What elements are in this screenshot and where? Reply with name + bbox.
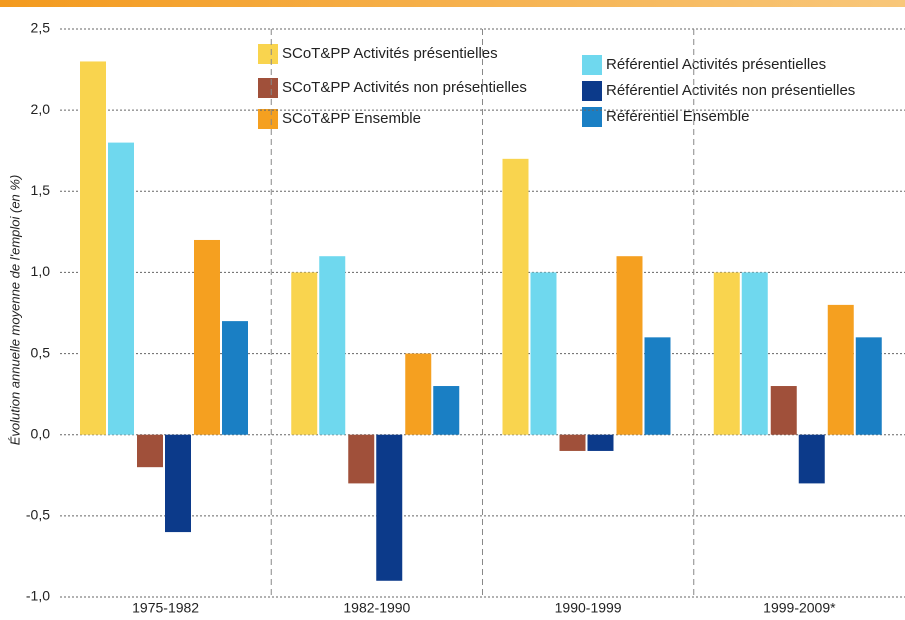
bar [770, 386, 797, 435]
bar [194, 239, 220, 435]
bar [165, 434, 191, 533]
x-tick-label: 1982-1990 [343, 600, 410, 616]
bar [433, 386, 460, 435]
bar [530, 272, 557, 435]
legend-swatch [258, 109, 278, 129]
legend-swatch [582, 107, 602, 127]
legend-swatch [582, 81, 602, 101]
legend-label: SCoT&PP Ensemble [282, 110, 421, 127]
bar [405, 353, 432, 435]
y-tick-label: -1,0 [26, 588, 50, 604]
bar [376, 434, 403, 581]
bar [319, 256, 346, 435]
bar [291, 272, 318, 435]
y-axis-label: Évolution annuelle moyenne de l'emploi (… [7, 175, 22, 446]
legend-swatch [258, 78, 278, 98]
top-bar [0, 0, 905, 7]
bar [827, 304, 854, 435]
legend-label: Référentiel Activités non présentielles [606, 82, 855, 99]
bar [137, 434, 163, 468]
bar [108, 142, 134, 435]
y-tick-label: 0,5 [31, 344, 51, 360]
legend-label: SCoT&PP Activités non présentielles [282, 79, 527, 96]
bar [644, 337, 671, 435]
bar [798, 434, 825, 484]
x-tick-label: 1975-1982 [132, 600, 199, 616]
y-tick-label: -0,5 [26, 507, 50, 523]
bar [80, 61, 106, 435]
bar [741, 272, 768, 435]
bar [713, 272, 740, 435]
y-tick-label: 0,0 [31, 425, 51, 441]
bar [587, 434, 614, 451]
x-tick-label: 1999-2009* [763, 600, 836, 616]
legend-swatch [582, 55, 602, 75]
legend-label: Référentiel Ensemble [606, 108, 749, 125]
legend-label: SCoT&PP Activités présentielles [282, 45, 498, 62]
y-tick-label: 1,0 [31, 263, 51, 279]
bar [855, 337, 882, 435]
y-tick-label: 2,0 [31, 101, 51, 117]
bar [348, 434, 375, 484]
x-tick-label: 1990-1999 [555, 600, 622, 616]
bar [502, 158, 529, 435]
y-tick-label: 1,5 [31, 182, 51, 198]
bar [559, 434, 586, 451]
bar [616, 256, 643, 435]
legend-label: Référentiel Activités présentielles [606, 56, 826, 73]
bar [222, 321, 248, 435]
y-tick-label: 2,5 [31, 20, 51, 36]
legend-swatch [258, 44, 278, 64]
legend: SCoT&PP Activités présentielles SCoT&PP A… [258, 44, 855, 129]
